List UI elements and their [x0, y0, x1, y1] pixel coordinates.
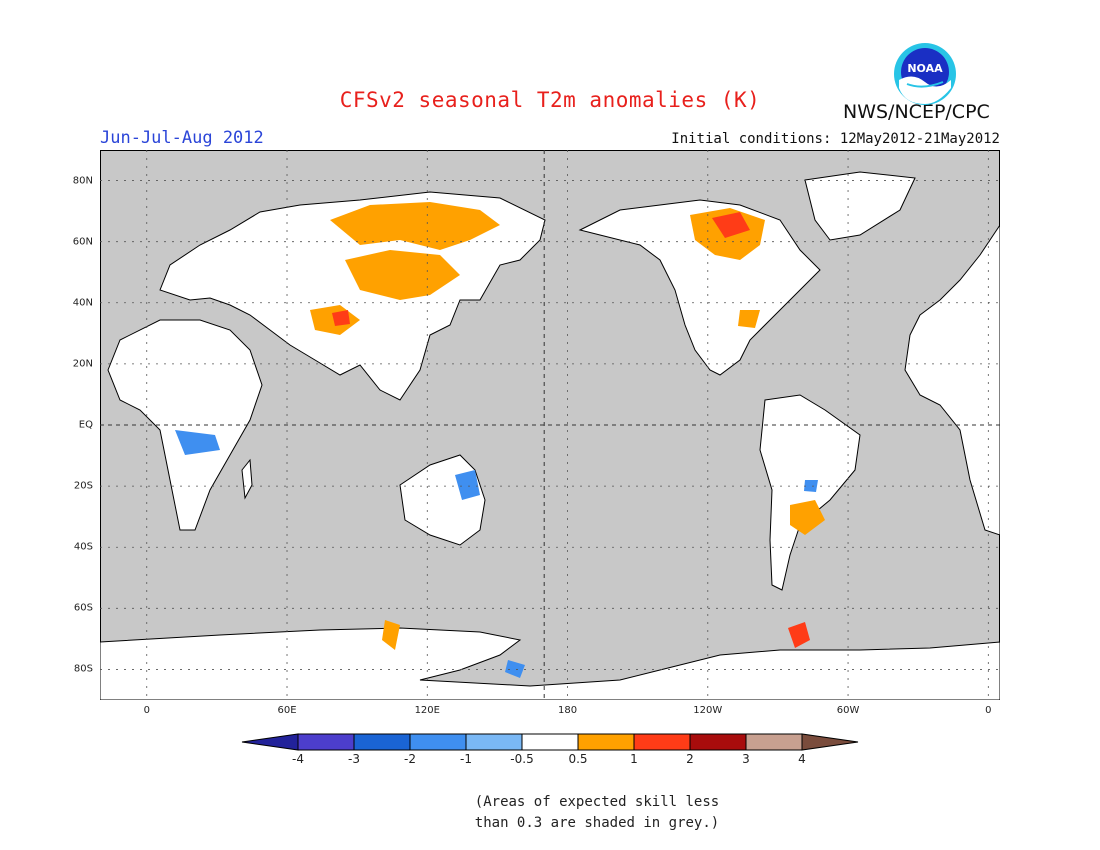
- warm-anomalies: [310, 202, 825, 650]
- colorbar-tick-label: -4: [292, 752, 304, 766]
- colorbar-tick-label: -0.5: [510, 752, 534, 766]
- colorbar-tick-label: 3: [742, 752, 750, 766]
- lat-tick-label: 20N: [72, 358, 93, 370]
- lon-tick-label: 60E: [277, 705, 297, 716]
- colorbar-tick-label: 4: [798, 752, 806, 766]
- colorbar-tick-label: 0.5: [568, 752, 588, 766]
- lat-tick-label: 60N: [72, 236, 93, 248]
- colorbar-segment: [689, 733, 747, 751]
- lat-tick-label: EQ: [78, 419, 93, 431]
- lat-tick-label: 80N: [72, 175, 93, 187]
- colorbar: [241, 733, 859, 751]
- agency-label: NWS/NCEP/CPC: [843, 101, 990, 123]
- cool-anomalies: [175, 430, 818, 678]
- colorbar-segment: [465, 733, 523, 751]
- skill-note-line: (Areas of expected skill less: [474, 794, 720, 810]
- colorbar-tick-label: -2: [404, 752, 416, 766]
- logo-text: NOAA: [907, 62, 943, 75]
- lat-tick-label: 20S: [73, 480, 93, 492]
- lon-tick-label: 0: [143, 705, 150, 716]
- lat-tick-label: 80S: [73, 663, 93, 675]
- colorbar-tick-label: 2: [686, 752, 694, 766]
- lat-tick-label: 60S: [73, 602, 93, 614]
- colorbar-segment: [633, 733, 691, 751]
- lon-tick-label: 120W: [693, 705, 723, 716]
- lat-tick-label: 40S: [73, 541, 93, 553]
- colorbar-segment: [409, 733, 467, 751]
- initial-conditions-label: Initial conditions: 12May2012-21May2012: [671, 131, 1000, 147]
- anomaly-map: [100, 150, 1000, 700]
- colorbar-segment: [801, 733, 859, 751]
- lon-tick-label: 120E: [414, 705, 440, 716]
- skill-note-line: than 0.3 are shaded in grey.): [474, 815, 720, 831]
- skill-note: (Areas of expected skill less than 0.3 a…: [0, 792, 1100, 834]
- season-label: Jun-Jul-Aug 2012: [100, 128, 264, 148]
- colorbar-segment: [521, 733, 579, 751]
- colorbar-tick-label: -3: [348, 752, 360, 766]
- colorbar-tick-label: -1: [460, 752, 472, 766]
- noaa-logo-icon: NOAA: [894, 43, 956, 105]
- chart-title: CFSv2 seasonal T2m anomalies (K): [339, 88, 761, 112]
- colorbar-segment: [353, 733, 411, 751]
- colorbar-segment: [241, 733, 299, 751]
- lon-tick-label: 180: [557, 705, 578, 716]
- colorbar-segment: [297, 733, 355, 751]
- colorbar-segment: [745, 733, 803, 751]
- hot-anomalies: [332, 212, 810, 648]
- colorbar-segment: [577, 733, 635, 751]
- colorbar-tick-label: 1: [630, 752, 638, 766]
- lon-tick-label: 60W: [836, 705, 860, 716]
- lon-tick-label: 0: [985, 705, 992, 716]
- lat-tick-label: 40N: [72, 297, 93, 309]
